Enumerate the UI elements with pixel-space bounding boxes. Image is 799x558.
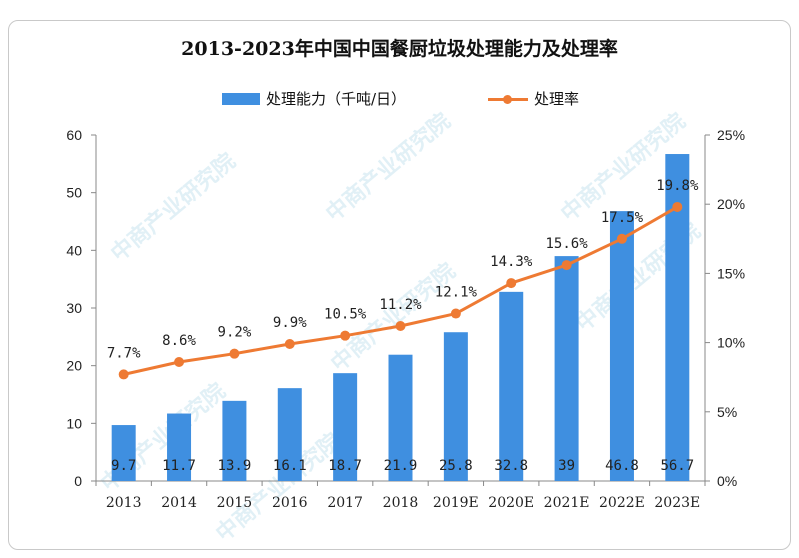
point-rate [284, 338, 295, 349]
y-right-tick-label: 25% [717, 127, 745, 143]
x-tick-label: 2014 [161, 495, 197, 511]
chart-title: 2013-2023年中国中国餐厨垃圾处理能力及处理率 [181, 38, 618, 60]
x-tick-label: 2022E [599, 495, 645, 511]
y-right-tick-label: 0% [717, 473, 737, 489]
y-left-tick-label: 10 [66, 415, 82, 431]
point-value-label: 7.7% [107, 345, 141, 361]
bar-value-label: 39 [558, 458, 575, 474]
point-value-label: 9.9% [273, 315, 307, 331]
y-right-tick-label: 5% [717, 404, 737, 420]
point-rate [450, 308, 461, 319]
legend-swatch-rate [488, 93, 528, 105]
y-left-tick-label: 50 [66, 185, 82, 201]
x-tick-label: 2015 [217, 495, 253, 511]
x-tick-label: 2019E [433, 495, 479, 511]
point-rate [506, 278, 517, 289]
y-right-tick-label: 20% [717, 196, 745, 212]
bar-value-label: 18.7 [328, 458, 362, 474]
legend-label-rate: 处理率 [534, 90, 580, 108]
point-rate [340, 330, 351, 341]
y-left-tick-label: 0 [74, 473, 82, 489]
bar-value-label: 9.7 [111, 458, 136, 474]
bar-value-label: 25.8 [439, 458, 473, 474]
bar-value-label: 21.9 [384, 458, 418, 474]
point-rate [672, 201, 683, 212]
bar-capacity [388, 354, 413, 481]
chart-legend: 处理能力（千吨/日） 处理率 [0, 88, 799, 110]
bar-capacity [443, 332, 468, 481]
point-rate [561, 260, 572, 271]
y-right-tick-label: 15% [717, 265, 745, 281]
legend-label-capacity: 处理能力（千吨/日） [266, 90, 407, 108]
bar-capacity [333, 373, 358, 481]
point-value-label: 12.1% [435, 285, 478, 301]
x-tick-label: 2017 [327, 495, 363, 511]
legend-swatch-capacity [222, 92, 260, 105]
x-tick-label: 2013 [106, 495, 142, 511]
point-rate [118, 369, 129, 380]
bar-value-label: 46.8 [605, 458, 639, 474]
x-tick-label: 2018 [383, 495, 419, 511]
legend-item-rate: 处理率 [488, 88, 579, 109]
bar-value-label: 56.7 [660, 458, 694, 474]
bar-value-label: 32.8 [494, 458, 528, 474]
point-value-label: 11.2% [379, 297, 422, 313]
x-tick-label: 2021E [544, 495, 590, 511]
legend-item-capacity: 处理能力（千吨/日） [222, 88, 406, 109]
bar-value-label: 11.7 [162, 458, 196, 474]
bar-capacity [554, 256, 579, 481]
bar-capacity [609, 211, 634, 481]
bar-capacity [499, 291, 524, 481]
line-rate [123, 205, 679, 376]
point-value-label: 9.2% [218, 325, 252, 341]
y-left-tick-label: 40 [66, 242, 82, 258]
point-rate [174, 356, 185, 367]
y-left-tick-label: 20 [66, 358, 82, 374]
point-value-label: 17.5% [601, 210, 644, 226]
point-rate [395, 320, 406, 331]
bar-capacity [167, 413, 192, 481]
point-value-label: 15.6% [546, 236, 589, 252]
point-rate [229, 348, 240, 359]
point-value-label: 10.5% [324, 307, 367, 323]
y-left-tick-label: 30 [66, 300, 82, 316]
y-right-tick-label: 10% [717, 335, 745, 351]
bar-capacity [277, 388, 302, 481]
bar-value-label: 16.1 [273, 458, 307, 474]
point-value-label: 19.8% [656, 178, 699, 194]
bar-capacity [111, 425, 136, 481]
x-tick-label: 2016 [272, 495, 308, 511]
y-left-tick-label: 60 [66, 127, 82, 143]
x-tick-label: 2020E [488, 495, 534, 511]
bar-value-label: 13.9 [218, 458, 252, 474]
bar-capacity [222, 400, 247, 481]
point-value-label: 8.6% [162, 333, 196, 349]
point-value-label: 14.3% [490, 254, 533, 270]
point-rate [616, 233, 627, 244]
x-tick-label: 2023E [654, 495, 700, 511]
